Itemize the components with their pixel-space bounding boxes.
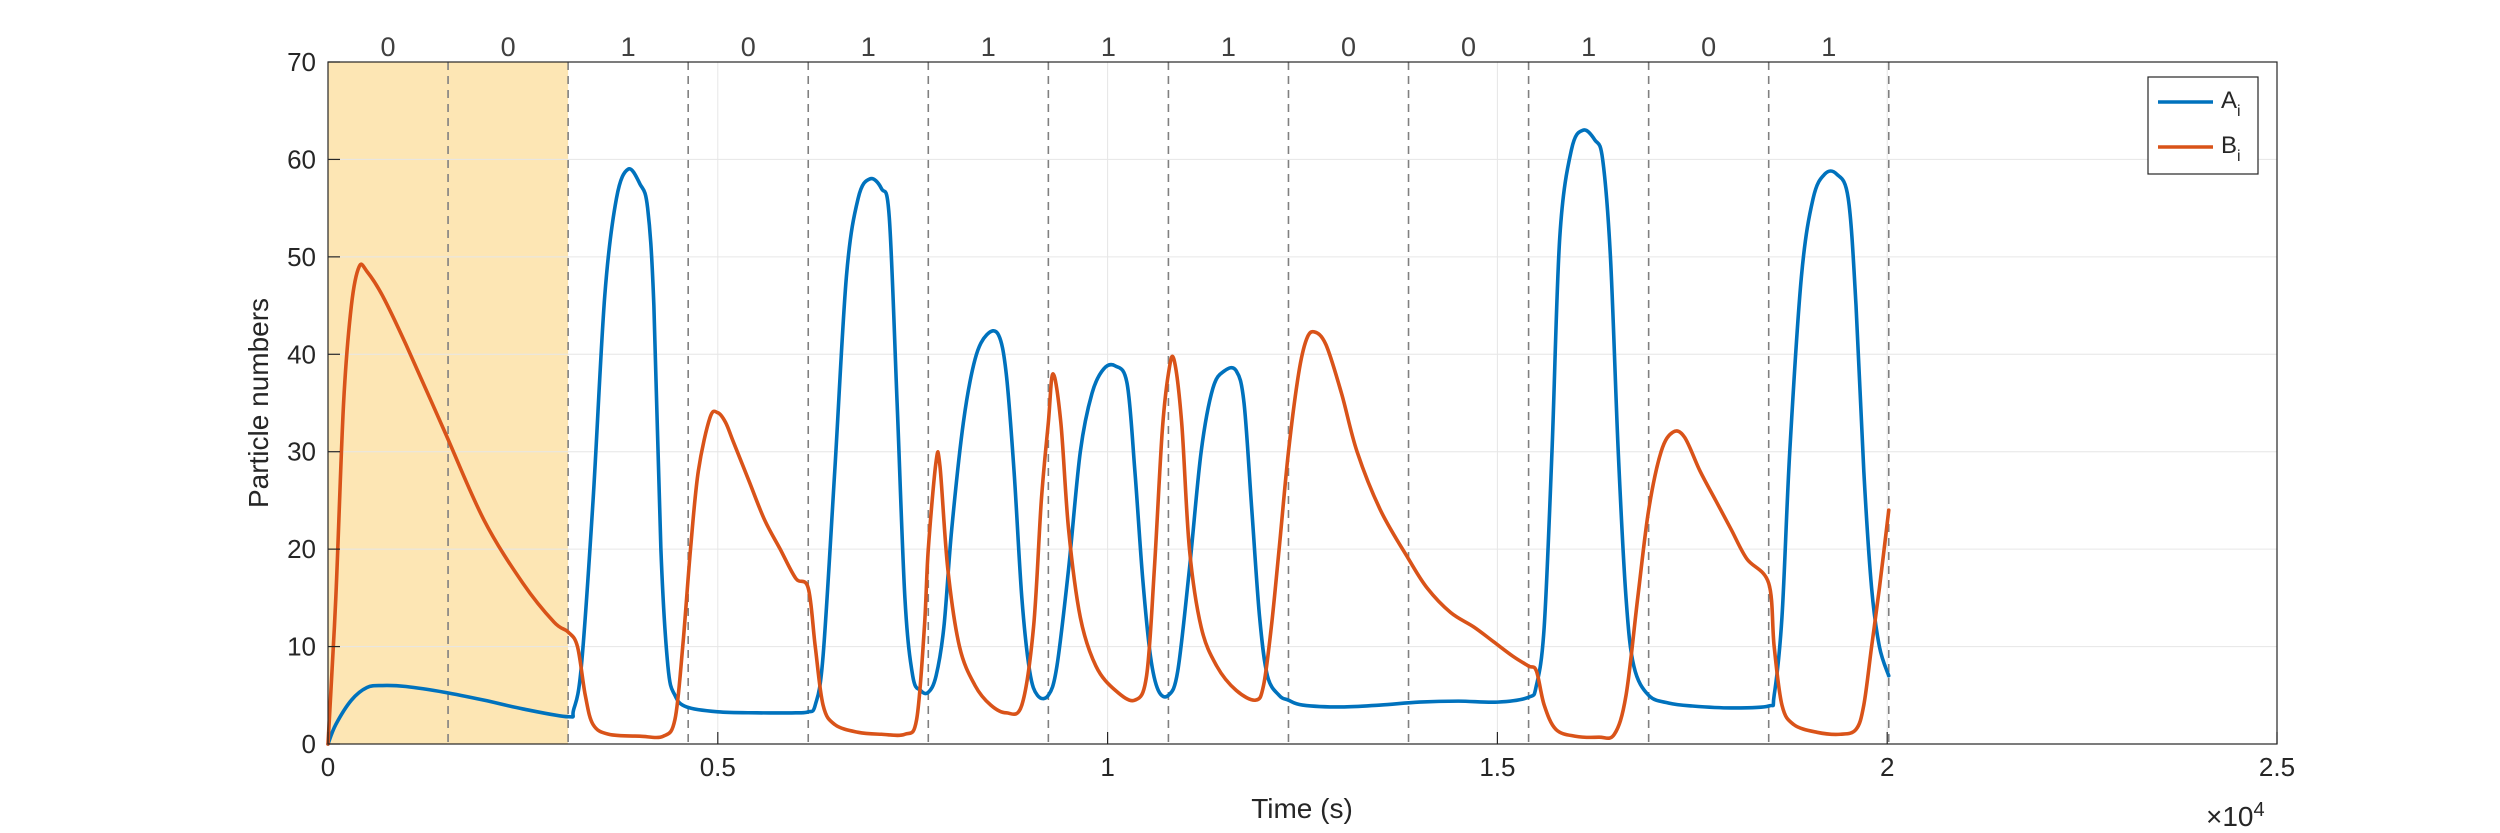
- y-tick-label: 60: [287, 144, 316, 174]
- x-exponent-power: 4: [2254, 799, 2265, 821]
- plot-frame: [327, 61, 2278, 745]
- x-tick-label: 0.5: [700, 752, 736, 782]
- legend-label-b: Bi: [2221, 132, 2241, 165]
- y-tick-label: 10: [287, 632, 316, 662]
- x-exponent-label: ×104: [2206, 799, 2265, 832]
- x-exponent-base: ×10: [2206, 801, 2254, 832]
- y-tick-label: 40: [287, 339, 316, 369]
- bit-label: 0: [1461, 32, 1476, 62]
- bit-label: 1: [1581, 32, 1596, 62]
- x-tick-label: 2: [1880, 752, 1894, 782]
- x-tick-label: 2.5: [2259, 752, 2295, 782]
- x-tick-label: 0: [321, 752, 335, 782]
- y-tick-label: 50: [287, 242, 316, 272]
- bit-label: 0: [1341, 32, 1356, 62]
- y-axis-label: Particle numbers: [243, 298, 274, 508]
- bit-label: 0: [381, 32, 396, 62]
- series-lines: [326, 128, 1891, 746]
- legend-box: [2147, 76, 2259, 175]
- y-axis-ticks: 0 10 20 30 40 50 60 70: [287, 47, 340, 759]
- bit-label: 1: [621, 32, 636, 62]
- y-tick-label: 20: [287, 534, 316, 564]
- legend-label-a-name: A: [2221, 87, 2237, 114]
- bit-label: 1: [1221, 32, 1236, 62]
- bit-label: 1: [861, 32, 876, 62]
- bit-labels: 0 0 1 0 1 1 1 1 0 0 1 0 1: [381, 32, 1837, 62]
- legend: Ai Bi: [2147, 76, 2259, 175]
- y-tick-label: 30: [287, 437, 316, 467]
- bit-label: 0: [1701, 32, 1716, 62]
- legend-label-b-name: B: [2221, 132, 2237, 159]
- bit-label: 0: [741, 32, 756, 62]
- series-line-a: [326, 128, 1891, 746]
- bit-label: 1: [981, 32, 996, 62]
- x-tick-label: 1.5: [1479, 752, 1515, 782]
- x-axis-label: Time (s): [1251, 793, 1353, 824]
- series-line-b: [326, 262, 1891, 746]
- bit-label: 1: [1101, 32, 1116, 62]
- plot-background: [328, 62, 2277, 744]
- legend-label-a: Ai: [2221, 87, 2241, 120]
- y-tick-label: 70: [287, 47, 316, 77]
- x-axis-ticks: 0 0.5 1 1.5 2 2.5: [321, 732, 2295, 782]
- legend-label-a-sub: i: [2237, 103, 2241, 120]
- y-tick-label: 0: [302, 729, 316, 759]
- legend-label-b-sub: i: [2237, 148, 2241, 165]
- bit-label: 0: [501, 32, 516, 62]
- bit-boundary-lines: [447, 62, 1890, 744]
- bit-label: 1: [1821, 32, 1836, 62]
- x-tick-label: 1: [1100, 752, 1114, 782]
